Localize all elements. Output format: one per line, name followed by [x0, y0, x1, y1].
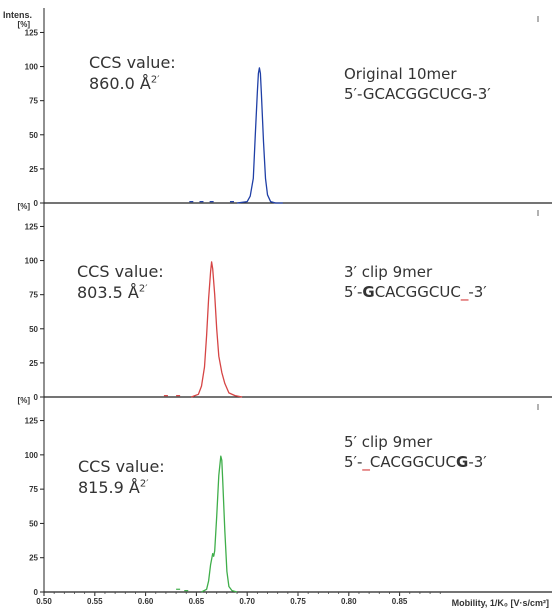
y-tick-label: 0: [34, 393, 39, 402]
y-tick-label: 100: [25, 451, 39, 460]
y-tick-label: 125: [25, 222, 39, 231]
trace-line-panel-1: [236, 67, 283, 204]
y-axis-unit: [%]: [18, 20, 31, 29]
panel-2-ccs: CCS value: 803.5 Å2′: [77, 261, 164, 303]
x-tick-label: 0.50: [36, 597, 52, 606]
seq-part: CACGGCUC: [369, 453, 456, 471]
panel-1-seq-title: Original 10mer: [344, 65, 457, 83]
y-tick-label: 100: [25, 63, 39, 72]
panel-2-ccs-value-line: 803.5 Å2′: [77, 282, 164, 303]
y-tick-label: 100: [25, 257, 39, 266]
y-tick-label: 0: [34, 588, 39, 597]
y-tick-label: 75: [29, 485, 38, 494]
x-tick-label: 0.60: [138, 597, 154, 606]
seq-part: G: [456, 453, 469, 471]
seq-part: 5′-GCACGGCUCG-3′: [344, 85, 491, 103]
seq-part: -3′: [468, 453, 487, 471]
y-axis-title: Intens.: [3, 10, 32, 20]
y-tick-label: 75: [29, 291, 38, 300]
panel-1-ccs: CCS value: 860.0 Å2′: [89, 52, 176, 94]
panel-2-ccs-value: 803.5 Å: [77, 283, 139, 302]
y-tick-label: 50: [29, 519, 38, 528]
x-tick-label: 0.55: [87, 597, 103, 606]
y-tick-label: 50: [29, 325, 38, 334]
panel-1-seq-line: 5′-GCACGGCUCG-3′: [344, 84, 491, 104]
x-tick-label: 0.70: [239, 597, 255, 606]
panel-1-sequence: Original 10mer 5′-GCACGGCUCG-3′: [344, 64, 491, 104]
y-tick-label: 25: [29, 554, 38, 563]
seq-part: _: [460, 283, 469, 301]
trace-line-panel-2: [191, 261, 243, 398]
panel-3-seq-title: 5′ clip 9mer: [344, 433, 433, 451]
panel-2-sequence: 3′ clip 9mer 5′-GCACGGCUC_-3′: [344, 262, 487, 302]
panel-3-ccs-value-line: 815.9 Å2′: [78, 477, 165, 498]
panel-2-seq-title: 3′ clip 9mer: [344, 263, 433, 281]
x-tick-label: 0.80: [341, 597, 357, 606]
seq-part: -3′: [468, 283, 487, 301]
panels-group: [%]0255075100125[%]0255075100125[%]02550…: [18, 8, 552, 606]
y-tick-label: 125: [25, 417, 39, 426]
panel-3-ccs: CCS value: 815.9 Å2′: [78, 456, 165, 498]
panel-3-ccs-value: 815.9 Å: [78, 478, 140, 497]
y-tick-label: 75: [29, 97, 38, 106]
x-tick-label: 0.75: [290, 597, 306, 606]
y-tick-label: 125: [25, 28, 39, 37]
panel-3-sequence: 5′ clip 9mer 5′-_CACGGCUCG-3′: [344, 432, 487, 472]
x-axis-title: Mobility, 1/K₀ [V·s/cm²]: [452, 598, 549, 608]
y-tick-label: 25: [29, 359, 38, 368]
panel-3-seq-line: 5′-_CACGGCUCG-3′: [344, 452, 487, 472]
seq-part: CACGGCUC: [374, 283, 461, 301]
y-tick-label: 0: [34, 199, 39, 208]
seq-part: G: [362, 283, 375, 301]
x-tick-label: 0.65: [189, 597, 205, 606]
panel-3-ccs-sup: 2′: [139, 478, 149, 490]
panel-2-seq-line: 5′-GCACGGCUC_-3′: [344, 282, 487, 302]
panel-2-ccs-label: CCS value:: [77, 262, 164, 281]
trace-line-panel-3: [201, 455, 238, 593]
x-tick-label: 0.85: [392, 597, 408, 606]
panel-3-ccs-label: CCS value:: [78, 457, 165, 476]
seq-part: 5′-: [344, 283, 363, 301]
panel-2-ccs-sup: 2′: [138, 283, 148, 295]
panel-1-ccs-value: 860.0 Å: [89, 74, 151, 93]
y-tick-label: 25: [29, 165, 38, 174]
y-axis-unit: [%]: [18, 202, 31, 211]
panel-1-ccs-label: CCS value:: [89, 53, 176, 72]
y-tick-label: 50: [29, 131, 38, 140]
y-axis-unit: [%]: [18, 396, 31, 405]
panel-1-ccs-value-line: 860.0 Å2′: [89, 73, 176, 94]
panel-1-ccs-sup: 2′: [150, 74, 160, 86]
seq-part: _: [362, 453, 370, 471]
seq-part: 5′-: [344, 453, 363, 471]
